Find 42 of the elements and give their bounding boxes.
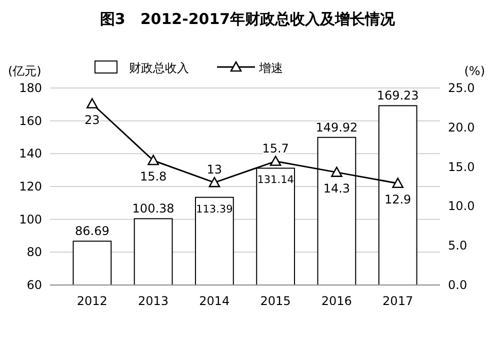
legend-label: 增速	[258, 61, 283, 75]
data-label: 113.39	[196, 203, 233, 216]
y2-tick-label: 20.0	[448, 120, 475, 134]
x-tick-label: 2012	[76, 294, 108, 308]
x-tick-label: 2015	[260, 294, 291, 308]
data-label: 86.69	[75, 224, 110, 238]
y-tick-label: 140	[19, 146, 42, 161]
point	[270, 156, 282, 166]
x-tick-label: 2017	[382, 294, 414, 308]
y-axis-title: (亿元)	[8, 64, 42, 78]
data-label: 131.14	[257, 174, 294, 186]
data-label: 12.9	[384, 192, 412, 206]
y-tick-label: 60	[26, 278, 42, 292]
y-tick-label: 180	[19, 81, 42, 95]
point	[86, 98, 98, 108]
y2-tick-label: 0.0	[448, 278, 468, 292]
data-label: 149.92	[316, 120, 358, 134]
point	[392, 178, 404, 188]
data-label: 100.38	[132, 202, 174, 216]
y2-tick-label: 10.0	[448, 199, 475, 214]
y-tick-label: 120	[19, 180, 42, 194]
point	[331, 166, 342, 177]
x-tick-label: 2014	[199, 294, 230, 308]
x-tick-label: 2013	[138, 294, 169, 308]
y-tick-label: 80	[26, 245, 42, 260]
point	[208, 176, 220, 188]
legend-label: 财政总收入	[129, 61, 189, 75]
point	[148, 154, 159, 166]
data-label: 15.8	[140, 169, 167, 184]
y2-tick-label: 25.0	[448, 81, 475, 95]
data-label: 13	[206, 162, 222, 177]
data-label: 169.23	[376, 88, 419, 103]
x-tick-label: 2016	[321, 294, 352, 308]
y-tick-label: 100	[19, 212, 42, 226]
y2-tick-label: 15.0	[448, 160, 475, 174]
data-label: 15.7	[262, 141, 289, 156]
data-label: 23	[84, 112, 100, 127]
y2-axis-title: (%)	[464, 64, 485, 78]
y2-tick-label: 5.0	[448, 238, 468, 253]
data-label: 14.3	[323, 181, 350, 196]
y-tick-label: 160	[19, 114, 42, 128]
chart-title: 图3 2012-2017年财政总收入及增长情况	[100, 10, 396, 28]
